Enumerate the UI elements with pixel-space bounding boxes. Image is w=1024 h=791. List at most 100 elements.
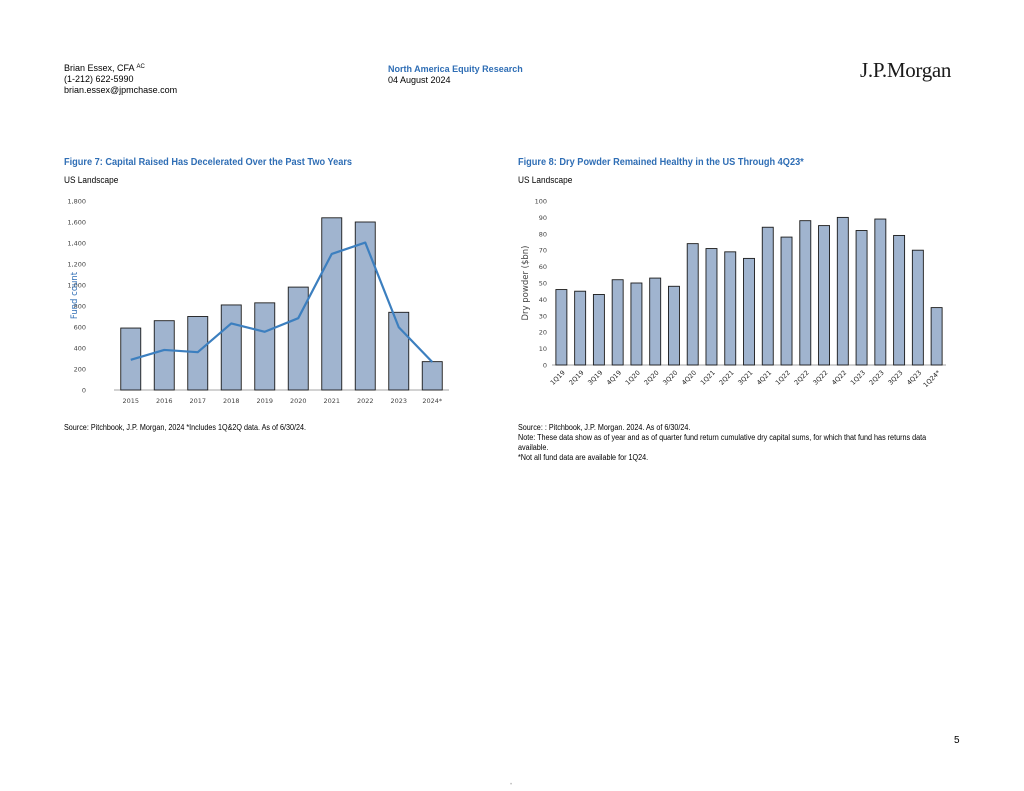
figure7-source: Source: Pitchbook, J.P. Morgan, 2024 *In… (64, 423, 307, 432)
bar-4Q23 (911, 249, 924, 366)
bar-4Q19 (611, 279, 624, 366)
bar-2Q23 (874, 218, 887, 366)
x-tick-label: 1Q19 (549, 369, 567, 387)
x-tick-label: 2016 (156, 397, 173, 405)
x-tick-label: 3Q21 (736, 369, 754, 387)
bar-1Q19 (555, 289, 568, 366)
jpmorgan-logo: J.P.Morgan (860, 58, 952, 82)
bar-2021 (321, 217, 343, 391)
y-tick-label: 200 (74, 366, 86, 374)
x-tick-label: 4Q22 (830, 369, 848, 387)
figure8-subtitle: US Landscape (518, 175, 573, 185)
y-tick-label: 1,600 (67, 219, 86, 227)
author-sup: AC (136, 64, 145, 70)
bar-2019 (254, 302, 276, 391)
y-tick-label: 1,400 (67, 240, 86, 248)
x-tick-label: 3Q19 (586, 369, 604, 387)
x-tick-label: 3Q23 (886, 369, 904, 387)
report-date: 04 August 2024 (388, 75, 451, 85)
y-tick-label: 80 (539, 230, 547, 238)
y-tick-label: 50 (539, 280, 547, 288)
x-tick-label: 2022 (357, 397, 374, 405)
y-tick-label: 1,800 (67, 198, 86, 206)
figure8-note: Note: These data show as of year and as … (518, 433, 927, 452)
x-tick-label: 4Q20 (680, 369, 698, 387)
author-email[interactable]: brian.essex@jpmchase.com (64, 85, 178, 95)
x-tick-label: 2021 (323, 397, 340, 405)
capital-raised-line (130, 241, 434, 363)
x-tick-label: 4Q21 (755, 369, 773, 387)
x-tick-label: 3Q22 (811, 369, 829, 387)
x-tick-label: 1Q21 (699, 369, 717, 387)
x-tick-label: 1Q20 (624, 369, 642, 387)
y-tick-label: 60 (539, 263, 547, 271)
bar-2023 (388, 311, 410, 391)
bar-1Q23 (855, 230, 868, 366)
x-tick-label: 2024* (422, 397, 443, 405)
x-tick-label: 2018 (223, 397, 240, 405)
bar-2022 (354, 221, 376, 391)
y-tick-label: 10 (539, 345, 547, 353)
bar-1Q20 (630, 282, 643, 366)
bar-3Q21 (743, 257, 755, 366)
y-tick-label: 100 (535, 198, 547, 206)
page-number: 5 (954, 735, 960, 746)
y-tick-label: 1,000 (67, 282, 86, 290)
y-axis-label: Fund count (70, 271, 80, 319)
figure7-subtitle: US Landscape (64, 175, 119, 185)
x-tick-label: 4Q19 (605, 369, 623, 387)
bar-2024 (421, 361, 443, 391)
bar-1Q21 (705, 248, 718, 366)
x-tick-label: 2020 (290, 397, 307, 405)
x-tick-label: 2015 (122, 397, 139, 405)
figure7-title: Figure 7: Capital Raised Has Decelerated… (64, 157, 353, 168)
report-info: North America Equity Research 04 August … (388, 64, 523, 86)
bar-2Q22 (799, 220, 812, 366)
bar-3Q23 (893, 234, 906, 366)
x-tick-label: 4Q23 (905, 369, 923, 387)
y-tick-label: 30 (539, 312, 547, 320)
figure7-chart: 02004006008001,0001,2001,4001,6001,80005… (67, 198, 449, 405)
x-tick-label: 1Q24* (922, 368, 943, 389)
x-tick-label: 3Q20 (661, 369, 679, 387)
department: North America Equity Research (388, 64, 523, 74)
x-tick-label: 1Q22 (774, 369, 792, 387)
y-axis-label: Dry powder ($bn) (521, 246, 531, 321)
x-tick-label: 2017 (189, 397, 206, 405)
x-tick-label: 2Q23 (868, 369, 886, 387)
x-tick-label: 2019 (256, 397, 273, 405)
bar-3Q22 (818, 225, 830, 366)
bar-1Q22 (780, 236, 793, 366)
x-tick-label: 2023 (390, 397, 407, 405)
figure8-title: Figure 8: Dry Powder Remained Healthy in… (518, 157, 804, 168)
x-tick-label: 1Q23 (849, 369, 867, 387)
y-tick-label: 40 (539, 296, 547, 304)
bar-2016 (153, 320, 175, 391)
bar-2018 (220, 304, 242, 391)
bar-3Q20 (668, 285, 680, 366)
y-tick-label: 70 (539, 247, 547, 255)
bar-1Q24 (930, 307, 943, 366)
y-tick-label: 800 (74, 303, 86, 311)
y-tick-label: 600 (74, 324, 86, 332)
figure8-footnote: *Not all fund data are available for 1Q2… (518, 453, 649, 462)
x-tick-label: 2Q21 (718, 369, 736, 387)
footer-mark: • (510, 782, 513, 788)
author-block: Brian Essex, CFA AC (1-212) 622-5990 bri… (64, 63, 177, 96)
y-tick-label: 20 (539, 329, 547, 337)
y-tick-label: 1,200 (67, 261, 86, 269)
y-tick-label: 0 (82, 387, 86, 395)
figure8-notes: Source: : Pitchbook, J.P. Morgan. 2024. … (518, 423, 950, 463)
y-tick-label: 90 (539, 214, 547, 222)
y-tick-label: 0 (543, 362, 547, 370)
bar-2Q19 (574, 290, 587, 366)
x-tick-label: 2Q22 (793, 369, 811, 387)
bar-4Q21 (761, 226, 774, 366)
x-tick-label: 2Q20 (643, 369, 661, 387)
bar-4Q22 (836, 216, 849, 366)
bar-2Q21 (724, 251, 737, 366)
bar-3Q19 (592, 294, 605, 366)
bar-2Q20 (649, 277, 662, 366)
y-tick-label: 400 (74, 345, 86, 353)
